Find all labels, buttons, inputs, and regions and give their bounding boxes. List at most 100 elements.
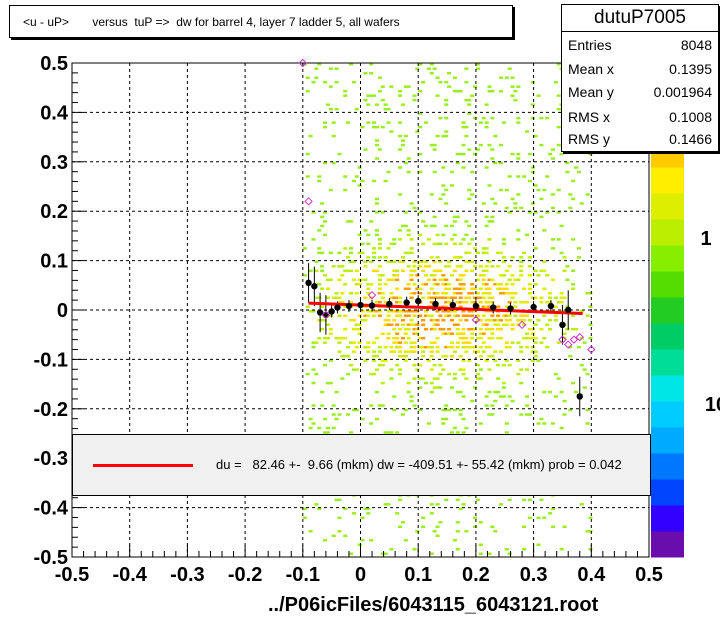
heatmap-cell: [490, 116, 495, 120]
heatmap-cell: [473, 516, 478, 520]
heatmap-cell: [435, 377, 440, 380]
heatmap-cell: [360, 278, 365, 282]
heatmap-cell: [305, 152, 310, 156]
heatmap-cell: [426, 292, 431, 295]
heatmap-cell: [380, 332, 385, 335]
heatmap-cell: [354, 408, 359, 412]
heatmap-cell: [498, 287, 504, 291]
heatmap-cell: [418, 233, 423, 237]
heatmap-cell: [504, 548, 509, 551]
color-scale-step: [651, 375, 684, 402]
heatmap-cell: [366, 121, 371, 124]
heatmap-cell: [322, 274, 328, 277]
heatmap-cell: [400, 318, 405, 322]
heatmap-cell: [484, 323, 489, 326]
heatmap-cell: [409, 274, 414, 277]
heatmap-cell: [501, 323, 506, 326]
heatmap-cell: [380, 404, 385, 407]
heatmap-cell: [565, 265, 570, 268]
heatmap-cell: [409, 269, 414, 273]
heatmap-cell: [458, 274, 463, 277]
heatmap-cell: [380, 296, 385, 299]
heatmap-cell: [421, 283, 426, 286]
heatmap-cell: [418, 287, 423, 291]
heatmap-cell: [455, 161, 460, 165]
open-markers: [298, 58, 596, 354]
profile-point: [403, 299, 410, 306]
heatmap-cell: [498, 336, 504, 340]
heatmap-cell: [386, 431, 391, 434]
heatmap-cell: [421, 220, 426, 223]
heatmap-cell: [449, 170, 455, 174]
heatmap-cell: [314, 372, 319, 376]
heatmap-cell: [585, 193, 590, 196]
heatmap-cell: [455, 215, 460, 219]
heatmap-cell: [346, 121, 351, 124]
heatmap-cell: [398, 368, 403, 371]
profile-point: [316, 309, 324, 316]
profile-point: [415, 297, 422, 305]
heatmap-cell: [464, 530, 469, 533]
heatmap-cell: [435, 310, 440, 313]
heatmap-cell: [484, 269, 489, 273]
heatmap-cell: [484, 103, 489, 106]
heatmap-cell: [461, 431, 466, 434]
heatmap-cell: [556, 301, 561, 304]
heatmap-cell: [314, 67, 319, 70]
heatmap-cell: [435, 336, 440, 340]
heatmap-cell: [467, 314, 472, 317]
color-scale-step: [651, 401, 684, 428]
heatmap-cell: [423, 310, 429, 313]
heatmap-cell: [357, 543, 362, 546]
heatmap-cell: [432, 530, 437, 533]
x-tick-label: -0.2: [228, 564, 262, 586]
heatmap-cell: [432, 278, 437, 282]
heatmap-cell: [461, 121, 466, 124]
heatmap-cell: [470, 332, 475, 335]
heatmap-cell: [530, 336, 535, 340]
heatmap-cell: [510, 152, 515, 156]
heatmap-cell: [524, 336, 530, 340]
heatmap-cell: [484, 247, 489, 250]
heatmap-cell: [308, 134, 313, 138]
heatmap-cell: [524, 332, 530, 335]
heatmap-cell: [348, 247, 354, 250]
x-tick-label: 0.4: [577, 564, 606, 586]
heatmap-cell: [398, 238, 403, 241]
fit-line-group: [308, 301, 583, 315]
heatmap-cell: [409, 247, 414, 250]
heatmap-cell: [429, 301, 434, 304]
heatmap-cell: [496, 336, 501, 340]
heatmap-cell: [452, 377, 457, 380]
heatmap-cell: [418, 170, 423, 174]
heatmap-cell: [455, 345, 460, 349]
heatmap-cell: [461, 345, 466, 349]
heatmap-cell: [519, 381, 524, 385]
heatmap-cell: [372, 179, 377, 183]
heatmap-cell: [418, 125, 423, 129]
heatmap-cell: [444, 305, 449, 308]
heatmap-cell: [513, 314, 518, 317]
profile-point: [432, 300, 439, 308]
heatmap-cell: [496, 314, 501, 317]
heatmap-cell: [325, 431, 330, 434]
heatmap-cell: [490, 525, 495, 529]
heatmap-cell: [412, 265, 417, 268]
heatmap-cell: [513, 301, 518, 304]
heatmap-cell: [510, 76, 515, 79]
heatmap-cell: [438, 296, 443, 299]
heatmap-cell: [504, 283, 509, 286]
heatmap-cell: [314, 296, 319, 299]
heatmap-cell: [395, 336, 400, 340]
heatmap-cell: [340, 274, 345, 277]
heatmap-cell: [530, 332, 535, 335]
heatmap-cell: [369, 71, 374, 75]
heatmap-cell: [527, 211, 532, 214]
heatmap-cell: [409, 399, 414, 403]
heatmap-cell: [467, 341, 472, 344]
heatmap-cell: [374, 197, 380, 201]
heatmap-cell: [406, 323, 411, 326]
heatmap-cell: [377, 242, 382, 246]
heatmap-cell: [527, 256, 532, 259]
heatmap-cell: [507, 211, 512, 214]
